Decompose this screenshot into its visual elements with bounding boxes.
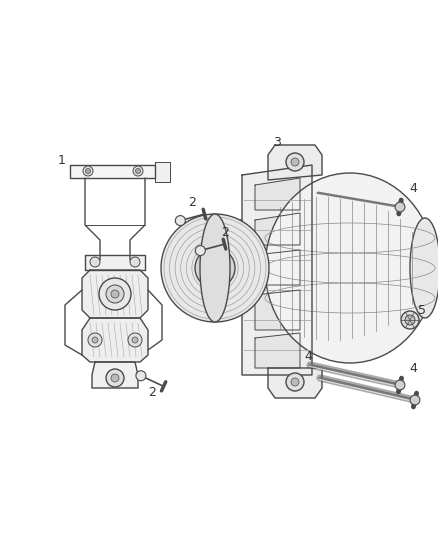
Text: 3: 3	[273, 135, 281, 149]
Circle shape	[205, 258, 225, 278]
Circle shape	[111, 290, 119, 298]
Polygon shape	[255, 333, 300, 368]
Circle shape	[128, 333, 142, 347]
Polygon shape	[255, 213, 300, 245]
Circle shape	[395, 202, 405, 212]
Ellipse shape	[200, 214, 230, 322]
Ellipse shape	[410, 218, 438, 318]
Text: 2: 2	[188, 196, 196, 208]
Circle shape	[401, 311, 419, 329]
Circle shape	[99, 278, 131, 310]
Circle shape	[395, 380, 405, 390]
Circle shape	[106, 369, 124, 387]
Circle shape	[85, 168, 91, 174]
Polygon shape	[255, 178, 300, 210]
Circle shape	[175, 215, 185, 225]
Circle shape	[286, 153, 304, 171]
Circle shape	[195, 248, 235, 288]
Circle shape	[291, 158, 299, 166]
Polygon shape	[82, 318, 148, 362]
Polygon shape	[82, 270, 148, 318]
Circle shape	[291, 378, 299, 386]
Circle shape	[410, 395, 420, 405]
Polygon shape	[255, 250, 300, 285]
Circle shape	[106, 285, 124, 303]
Text: 5: 5	[418, 303, 426, 317]
Circle shape	[88, 333, 102, 347]
Circle shape	[83, 166, 93, 176]
Text: 4: 4	[304, 351, 312, 364]
Text: 2: 2	[148, 386, 156, 400]
Circle shape	[90, 257, 100, 267]
Circle shape	[136, 371, 146, 381]
Polygon shape	[255, 290, 300, 330]
Circle shape	[286, 373, 304, 391]
Circle shape	[133, 166, 143, 176]
Text: 4: 4	[409, 182, 417, 195]
Ellipse shape	[265, 173, 435, 363]
Circle shape	[130, 257, 140, 267]
Polygon shape	[155, 162, 170, 182]
Polygon shape	[242, 165, 312, 375]
Text: 2: 2	[221, 227, 229, 239]
Circle shape	[161, 214, 269, 322]
Circle shape	[195, 246, 205, 256]
Polygon shape	[268, 368, 322, 398]
Circle shape	[210, 263, 220, 273]
Circle shape	[405, 315, 415, 325]
Circle shape	[132, 337, 138, 343]
Circle shape	[92, 337, 98, 343]
Circle shape	[135, 168, 141, 174]
Text: 4: 4	[409, 361, 417, 375]
Polygon shape	[222, 220, 242, 315]
Polygon shape	[70, 165, 155, 178]
Text: 1: 1	[58, 154, 66, 166]
Polygon shape	[85, 255, 145, 270]
Polygon shape	[268, 145, 322, 180]
Circle shape	[111, 374, 119, 382]
Polygon shape	[92, 362, 138, 388]
